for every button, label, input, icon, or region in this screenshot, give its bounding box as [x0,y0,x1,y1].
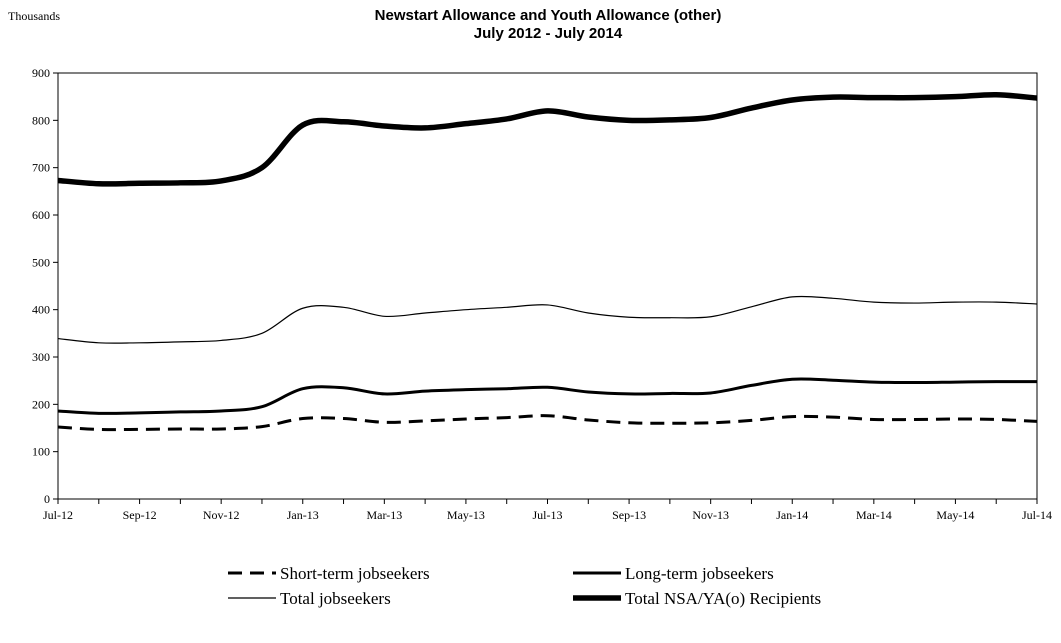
plot-area [57,72,1038,500]
legend-label: Total NSA/YA(o) Recipients [625,589,821,608]
x-tick-label: Mar-13 [366,508,402,522]
x-tick-label: Nov-12 [203,508,240,522]
y-axis: 0 100 200 300 400 500 600 700 800 900 [32,66,58,506]
y-tick-label: 800 [32,113,50,127]
x-tick-label: Sep-12 [123,508,157,522]
legend-item-long-term-jobseekers: Long-term jobseekers [573,564,774,583]
plot-frame [57,72,1038,500]
legend: Short-term jobseekers Long-term jobseeker… [228,564,821,608]
series-line-total-nsa-ya-o-recipients [57,92,1038,187]
x-tick-label: Jul-14 [1022,508,1052,522]
y-tick-label: 100 [32,445,50,459]
x-axis: Jul-12 Sep-12 Nov-12 Jan-13 Mar-13 May-13 Jul-… [43,499,1052,522]
y-tick-label: 300 [32,350,50,364]
x-tick-label: May-13 [447,508,485,522]
legend-label: Total jobseekers [280,589,391,608]
series-line-long-term-jobseekers [57,377,1038,415]
y-tick-label: 900 [32,66,50,80]
y-tick-label: 500 [32,255,50,269]
x-tick-label: Jul-12 [43,508,73,522]
x-tick-label: Sep-13 [612,508,646,522]
y-tick-label: 0 [44,492,50,506]
y-tick-label: 700 [32,161,50,175]
x-tick-label: May-14 [936,508,974,522]
chart-subtitle: July 2012 - July 2014 [474,25,623,42]
legend-item-short-term-jobseekers: Short-term jobseekers [228,564,430,583]
legend-label: Long-term jobseekers [625,564,774,583]
legend-label: Short-term jobseekers [280,564,430,583]
chart-title: Newstart Allowance and Youth Allowance (… [375,7,722,24]
series-line-short-term-jobseekers [57,414,1038,432]
y-tick-label: 200 [32,397,50,411]
legend-item-total-nsa-ya-o-recipients: Total NSA/YA(o) Recipients [573,589,821,608]
series-line-total-jobseekers [57,295,1038,344]
legend-item-total-jobseekers: Total jobseekers [228,589,391,608]
x-tick-label: Nov-13 [692,508,729,522]
x-tick-label: Mar-14 [856,508,892,522]
y-unit-label: Thousands [8,9,60,23]
x-tick-label: Jul-13 [533,508,563,522]
x-tick-label: Jan-14 [776,508,808,522]
y-tick-label: 600 [32,208,50,222]
x-tick-label: Jan-13 [287,508,319,522]
series-lines [57,92,1038,432]
y-tick-label: 400 [32,303,50,317]
